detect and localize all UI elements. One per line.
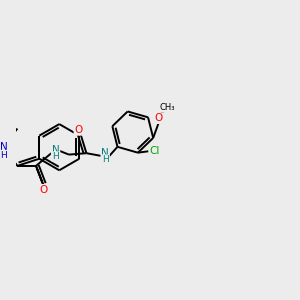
Text: N: N — [0, 142, 8, 152]
Text: N: N — [52, 145, 59, 155]
Text: N: N — [101, 148, 109, 158]
Text: O: O — [155, 113, 163, 123]
Text: H: H — [0, 151, 7, 160]
Text: O: O — [39, 185, 47, 195]
Text: H: H — [52, 152, 59, 161]
Text: H: H — [102, 155, 109, 164]
Text: O: O — [74, 125, 83, 135]
Text: CH₃: CH₃ — [160, 103, 175, 112]
Text: Cl: Cl — [150, 146, 160, 156]
